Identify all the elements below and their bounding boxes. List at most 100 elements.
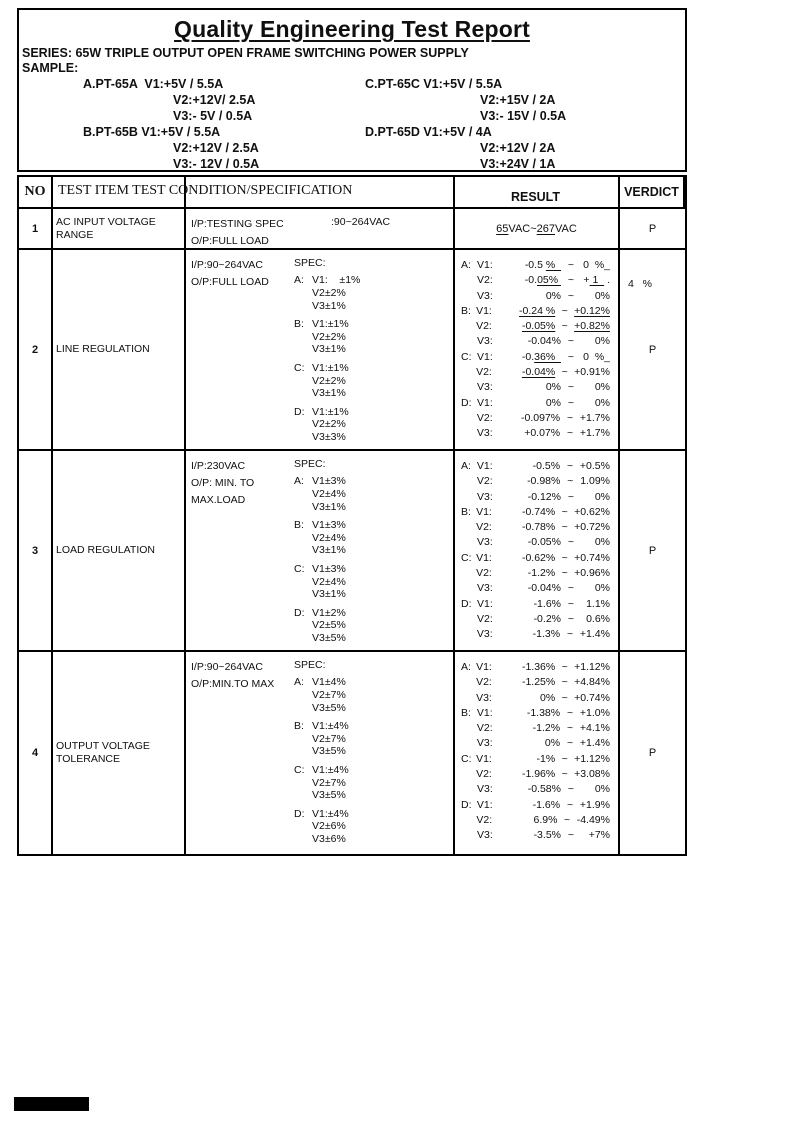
verdict-value: P [648,222,657,235]
result-line: V3: -0.05% ~0% [477,536,610,549]
test-item-label: LOAD REGULATION [56,544,155,556]
spec-line: V2±2% [312,330,346,343]
verdict-cell: P [620,652,685,854]
result-cell: A: V1: -1.36% ~ +1.12% V2: -1.25% ~ +4.84% V3: 0% ~… [455,652,620,854]
table-row: 4 OUTPUT VOLTAGE TOLERANCE I/P:90~264VAC O/… [19,652,685,854]
report-header-box: Quality Engineering Test Report SERIES: … [17,8,687,172]
test-item-label: AC INPUT VOLTAGE RANGE [56,215,156,241]
result-line: V3: 0% ~0% [477,381,610,394]
spec-group-lines: V1±2% V2±5% V3±5% [312,607,346,645]
spec-line: V1±3% [312,519,346,532]
spec-group: B: V1±3% V2±4% V3±1% [294,519,453,557]
result-line: A: V1: -1.36% ~ +1.12% [461,661,610,673]
spec-group: C: V1:±4% V2±7% V3±5% [294,764,453,802]
test-item-cell: LINE REGULATION [53,250,186,449]
result-line: B: V1: -0.24 % ~ +0.12% [461,304,610,317]
spec-group-letter: B: [294,519,304,532]
spec-line: V1:±4% [312,763,349,776]
header-result: RESULT [455,177,620,207]
table-row: 3 LOAD REGULATION I/P:230VAC O/P: MIN. TO MA… [19,451,685,652]
result-line: V3: -1.3% ~ +1.4% [476,628,610,641]
result-line: A: V1: -0.5 % ~0 %_ [461,259,610,271]
spec-group-letter: B: [294,318,304,331]
spec-line: V3±5% [312,789,346,802]
sample-col-right: C.PT-65C V1:+5V / 5.5A V2:+15V / 2A V3:- 1… [359,76,685,172]
spec-line: V2±4% [312,575,346,588]
spec-group-lines: V1:±1% V2±2% V3±3% [312,406,349,444]
condition-spec-block: :90~264VAC [331,216,453,248]
result-line: V2: -0.78% ~ +0.72% [476,521,610,534]
test-table: NO RESULT VERDICT TEST ITEM TEST CONDITI… [17,175,687,856]
result-line: V3: -0.04% ~0% [477,335,610,348]
header-no: NO [19,177,53,207]
spec-line: V2±2% [312,418,346,431]
test-item-label: OUTPUT VOLTAGE TOLERANCE [56,740,150,765]
spec-group-lines: V1:±4% V2±7% V3±5% [312,720,349,758]
verdict-cell: 4 % P [620,250,685,449]
result-line: V2: -0.05% ~ + 1 . [477,274,610,287]
scan-artifact-bar [14,1097,89,1111]
verdict-cell: P [620,451,685,650]
header-item-condition-label: TEST ITEM TEST CONDITION/SPECIFICATION [58,183,353,198]
condition-line: O/P: MIN. TO [191,477,255,489]
table-row: 2 LINE REGULATION I/P:90~264VAC O/P:FULL LO… [19,250,685,451]
spec-line: V2±5% [312,619,346,632]
test-item-cell: LOAD REGULATION [53,451,186,650]
result-line: D: V1: 0% ~0% [461,396,610,409]
result-cell: A: V1: -0.5% ~ +0.5% V2: -0.98% ~1.09% V3: -0.12%… [455,451,620,650]
result-line: V2: -1.96% ~ +3.08% [476,768,610,781]
verdict-value: P [648,343,657,356]
row-number: 4 [19,652,53,854]
spec-line: V3±5% [312,701,346,714]
result-line: A: V1: -0.5% ~ +0.5% [461,460,610,472]
row-number: 2 [19,250,53,449]
spec-group-lines: V1:±1% V2±2% V3±1% [312,362,349,400]
spec-line: V1:±4% [312,720,349,733]
header-verdict: VERDICT [620,177,685,207]
sample-line: V2:+12V / 2A [480,141,556,155]
result-line: D: V1: -1.6% ~ +1.9% [461,798,610,811]
sample-list: A.PT-65A V1:+5V / 5.5A V2:+12V/ 2.5A V3:- … [19,76,685,172]
spec-group-letter: D: [294,405,305,418]
spec-line: V2±7% [312,732,346,745]
spec-line: V3±1% [312,544,346,557]
spec-group-lines: V1:±4% V2±7% V3±5% [312,764,349,802]
condition-io-block: I/P:230VAC O/P: MIN. TO MAX.LOAD [191,458,294,650]
test-condition-cell: I/P:TESTING SPEC O/P:FULL LOAD:90~264VAC [186,209,455,248]
condition-io-block: I/P:90~264VAC O/P:MIN.TO MAX [191,659,294,854]
spec-group: C: V1±3% V2±4% V3±1% [294,563,453,601]
spec-line: V3±5% [312,631,346,644]
result-line: V2: 6.9% ~ -4.49% [476,813,610,826]
row-number: 3 [19,451,53,650]
test-condition-cell: I/P:230VAC O/P: MIN. TO MAX.LOAD SPEC: A: V1±… [186,451,455,650]
verdict-cell: P [620,209,685,248]
spec-group: A: V1±3% V2±4% V3±1% [294,475,453,513]
sample-line: V2:+12V / 2.5A [173,141,259,155]
result-line: V3: -0.04% ~0% [477,582,610,595]
result-line: V3: 0% ~ +0.74% [476,691,610,704]
spec-group-letter: A: [294,676,304,689]
result-line: V3: 0% ~0% [477,289,610,302]
spec-line: V1:±4% [312,807,349,820]
spec-line: V2±7% [312,689,346,701]
spec-line: V3±1% [312,588,346,601]
sample-line: V3:- 15V / 0.5A [480,109,567,123]
sample-line: V3:+24V / 1A [480,157,556,171]
sample-line: V3:- 5V / 0.5A [173,109,253,123]
spec-group-lines: V1±4% V2±7% V3±5% [312,676,346,714]
spec-line: V2±4% [312,531,346,544]
spec-line: V1: ±1% [312,274,361,287]
condition-line: I/P:90~264VAC [191,661,263,673]
condition-line: O/P:FULL LOAD [191,235,269,247]
result-line: V3: -0.12% ~0% [477,490,610,503]
spec-line: V2±4% [312,488,346,500]
spec-line: V1:±1% [312,361,349,374]
result-line: V2: -0.097% ~ +1.7% [476,411,610,424]
spec-group: B: V1:±1% V2±2% V3±1% [294,318,453,356]
result-line: V3: 0% ~ +1.4% [476,737,610,750]
spec-group-lines: V1:±4% V2±6% V3±6% [312,808,349,846]
spec-line: V1±3% [312,475,346,488]
result-line: V3: +0.07% ~ +1.7% [476,427,610,440]
sample-name: A.PT-65A V1:+5V / 5.5A [83,77,224,91]
condition-line: MAX.LOAD [191,494,246,506]
